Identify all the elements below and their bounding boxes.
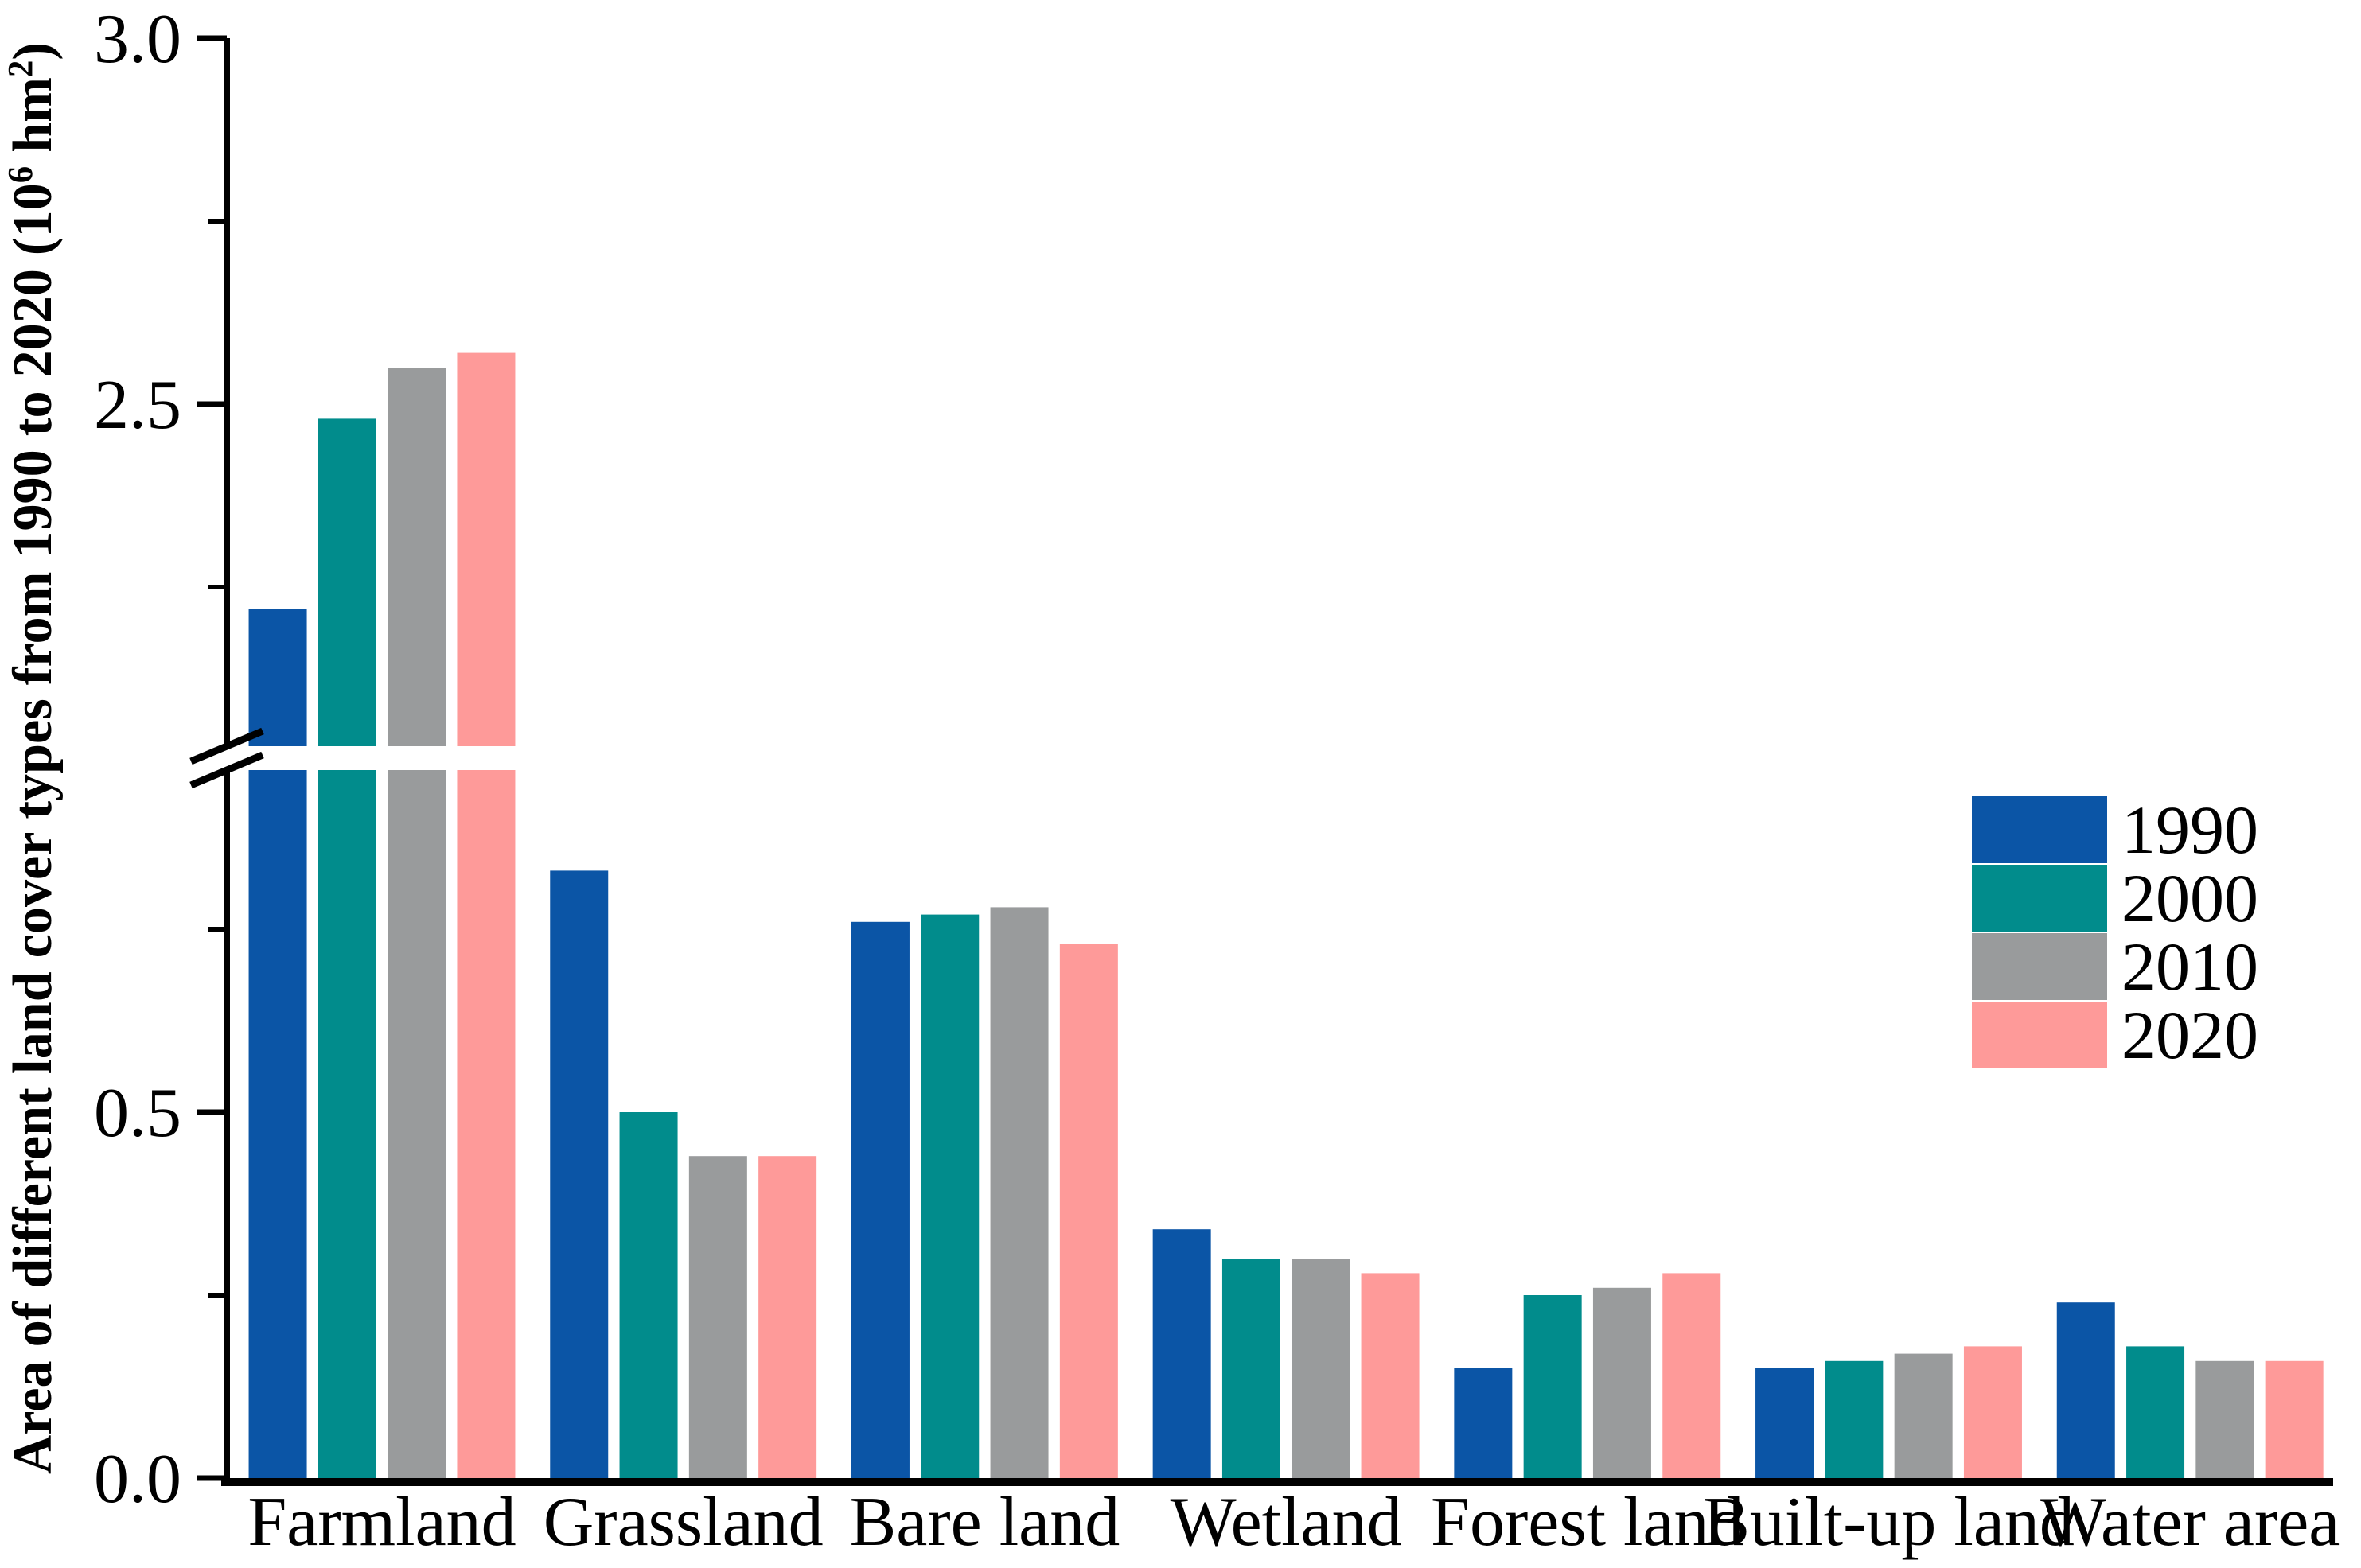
legend-swatch-2020 — [1972, 1002, 2107, 1068]
bar-water-area-1990 — [2056, 1302, 2115, 1478]
bar-forest-land-2010 — [1592, 1287, 1651, 1478]
y-axis-title-layer: Area of different land cover types from … — [1, 42, 64, 1474]
x-axis-label-farmland: Farmland — [247, 1484, 516, 1561]
ticks-layer — [197, 35, 227, 1481]
x-axis-label-built-up-land: Built-up land — [1703, 1484, 2075, 1561]
y-axis-title-superscript: 2 — [1, 60, 40, 77]
bar-grassland-1990 — [550, 870, 609, 1478]
x-axis-label-water-area: Water area — [2040, 1484, 2340, 1561]
bar-farmland-2010-upper-segment — [388, 368, 446, 746]
bar-forest-land-1990 — [1454, 1368, 1513, 1478]
bar-wetland-1990 — [1152, 1229, 1211, 1478]
bar-forest-land-2020 — [1662, 1273, 1721, 1478]
bar-wetland-2020 — [1361, 1273, 1420, 1478]
y-axis-title-run: ) — [2, 42, 64, 60]
bar-bare-land-2020 — [1059, 944, 1118, 1478]
bar-grassland-2010 — [688, 1156, 747, 1478]
bar-farmland-2000-lower-segment — [318, 770, 376, 1478]
bar-farmland-1990-lower-segment — [248, 770, 307, 1478]
y-tick-label-0.5: 0.5 — [94, 1075, 181, 1152]
bar-built-up-land-1990 — [1755, 1368, 1814, 1478]
x-axis-label-forest-land: Forest land — [1431, 1484, 1744, 1561]
legend-label-1990: 1990 — [2121, 792, 2258, 868]
bar-farmland-1990-upper-segment — [248, 609, 307, 746]
bar-bare-land-1990 — [851, 921, 910, 1478]
bar-grassland-2020 — [758, 1156, 817, 1478]
bar-built-up-land-2010 — [1894, 1353, 1953, 1478]
y-axis-title-run: Area of different land cover types from … — [2, 183, 64, 1474]
y-axis-title-superscript: 6 — [1, 166, 40, 183]
legend-swatch-2010 — [1972, 933, 2107, 1000]
bar-bare-land-2010 — [990, 907, 1049, 1478]
y-axis-title: Area of different land cover types from … — [1, 42, 64, 1474]
x-axis-label-bare-land: Bare land — [850, 1484, 1120, 1561]
bar-built-up-land-2020 — [1963, 1346, 2022, 1478]
bar-water-area-2000 — [2126, 1346, 2185, 1478]
bar-farmland-2020-lower-segment — [457, 770, 516, 1478]
bar-water-area-2010 — [2195, 1360, 2254, 1478]
axis-break-slash-upper — [189, 727, 264, 765]
bar-farmland-2020-upper-segment — [457, 352, 516, 746]
legend-label-2010: 2010 — [2121, 928, 2258, 1005]
axis-break-marks — [189, 727, 264, 789]
legend-swatch-1990 — [1972, 796, 2107, 863]
bar-built-up-land-2000 — [1825, 1360, 1884, 1478]
axis-break-slash-lower — [189, 751, 264, 789]
category-labels-layer: Farmland Grassland Bare land Wetland Forest … — [247, 1484, 2340, 1561]
x-axis-label-wetland: Wetland — [1171, 1484, 1402, 1561]
x-axis-label-grassland: Grassland — [543, 1484, 824, 1561]
bar-forest-land-2000 — [1523, 1295, 1582, 1478]
bar-wetland-2010 — [1292, 1259, 1350, 1478]
y-tick-label-3.0: 3.0 — [94, 1, 181, 78]
bar-grassland-2000 — [619, 1112, 678, 1478]
y-axis-title-run: hm — [2, 77, 64, 166]
bar-bare-land-2000 — [921, 914, 980, 1478]
bar-water-area-2020 — [2265, 1360, 2324, 1478]
legend-label-2000: 2000 — [2121, 860, 2258, 936]
bars-layer — [248, 352, 2324, 1478]
y-tick-label-0.0: 0.0 — [94, 1441, 181, 1518]
axes-layer — [221, 38, 2333, 1486]
bar-wetland-2000 — [1221, 1259, 1280, 1478]
legend-label-2020: 2020 — [2121, 997, 2258, 1073]
bar-farmland-2010-lower-segment — [388, 770, 446, 1478]
legend-swatch-2000 — [1972, 865, 2107, 932]
tick-labels-layer: 0.0 0.5 2.5 3.0 — [94, 1, 181, 1518]
y-tick-label-2.5: 2.5 — [94, 367, 181, 444]
bar-farmland-2000-upper-segment — [318, 418, 376, 746]
